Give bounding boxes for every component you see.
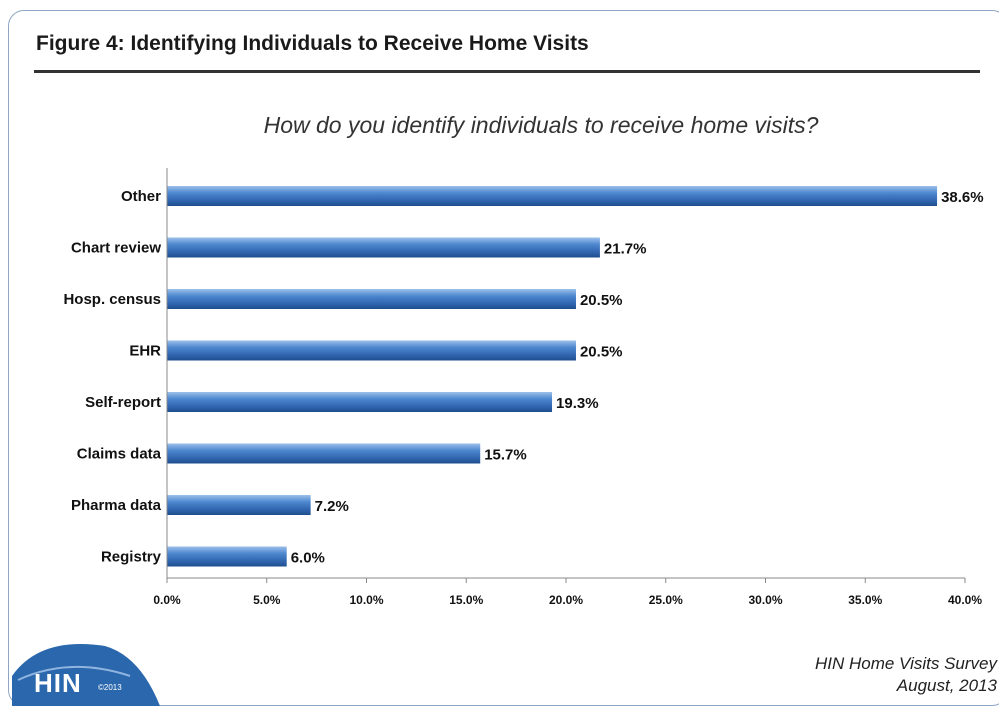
chart-title: How do you identify individuals to recei… (263, 112, 819, 138)
value-label: 19.3% (556, 395, 599, 412)
x-tick-label: 25.0% (649, 593, 683, 607)
value-label: 38.6% (941, 189, 984, 206)
category-label: Claims data (77, 446, 162, 463)
bar (167, 443, 481, 464)
value-label: 7.2% (315, 498, 349, 515)
title-rule (34, 70, 980, 73)
value-label: 15.7% (484, 447, 527, 464)
bar (167, 340, 576, 361)
figure-title: Figure 4: Identifying Individuals to Rec… (36, 32, 589, 55)
value-label: 6.0% (291, 550, 325, 567)
svg-text:HIN: HIN (34, 668, 82, 698)
category-label: EHR (129, 343, 161, 360)
value-label: 21.7% (604, 241, 647, 258)
x-tick-label: 40.0% (948, 593, 982, 607)
category-label: Hosp. census (63, 291, 161, 308)
bar-chart: Other 38.6% Chart review 21.7% Hosp. census 2… (63, 168, 984, 607)
bar (167, 237, 600, 258)
category-label: Self-report (85, 394, 161, 411)
bar (167, 186, 938, 206)
category-label: Chart review (71, 240, 161, 257)
category-label: Registry (101, 549, 162, 566)
source-date: August, 2013 (896, 676, 997, 695)
bar (167, 392, 553, 412)
source-name: HIN Home Visits Survey (814, 654, 997, 673)
bar (167, 289, 576, 309)
bar (167, 495, 311, 515)
value-label: 20.5% (580, 292, 623, 309)
x-tick-label: 30.0% (748, 593, 782, 607)
x-tick-label: 15.0% (449, 593, 483, 607)
svg-text:©2013: ©2013 (98, 683, 122, 692)
x-tick-label: 10.0% (349, 593, 383, 607)
x-tick-label: 0.0% (153, 593, 181, 607)
x-tick-label: 20.0% (549, 593, 583, 607)
category-label: Other (121, 188, 161, 205)
x-tick-label: 5.0% (253, 593, 281, 607)
value-label: 20.5% (580, 344, 623, 361)
x-tick-label: 35.0% (848, 593, 882, 607)
hin-logo: HIN ©2013 (12, 644, 160, 706)
bar (167, 546, 287, 567)
category-label: Pharma data (71, 497, 162, 514)
